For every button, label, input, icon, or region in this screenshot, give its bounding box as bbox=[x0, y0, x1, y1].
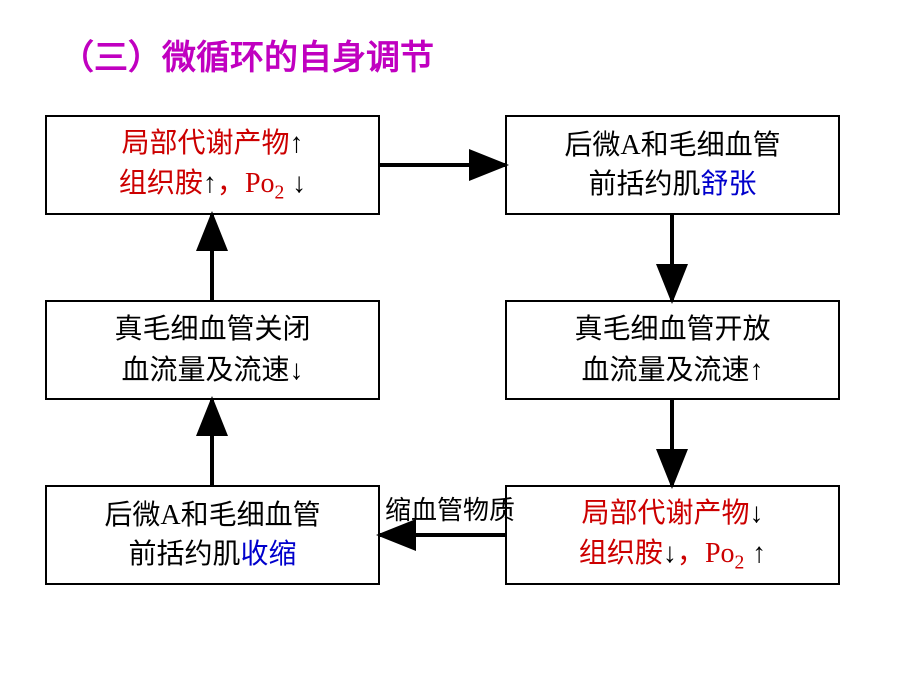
flow-node-n5: 后微A和毛细血管前括约肌收缩 bbox=[45, 485, 380, 585]
flow-node-n3: 真毛细血管开放血流量及流速↑ bbox=[505, 300, 840, 400]
flow-node-n1: 局部代谢产物↑组织胺↑，Po2 ↓ bbox=[45, 115, 380, 215]
flow-node-n2: 后微A和毛细血管前括约肌舒张 bbox=[505, 115, 840, 215]
edge-label: 缩血管物质 bbox=[385, 490, 515, 527]
slide-title: （三）微循环的自身调节 bbox=[60, 30, 434, 79]
flow-node-n6: 真毛细血管关闭血流量及流速↓ bbox=[45, 300, 380, 400]
flow-node-n4: 局部代谢产物↓组织胺↓，Po2 ↑ bbox=[505, 485, 840, 585]
